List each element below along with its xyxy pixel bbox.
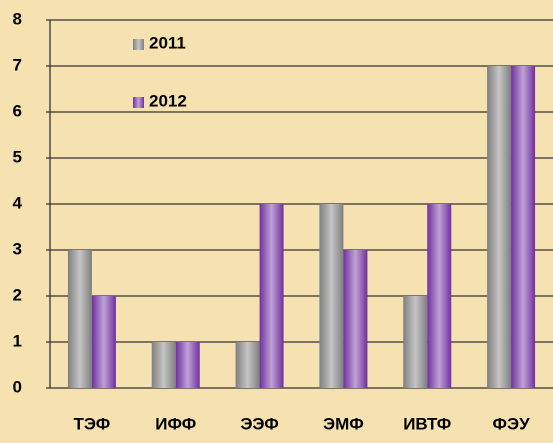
bar: [403, 296, 428, 388]
x-tick-label: ФЭУ: [492, 414, 530, 433]
bar: [259, 204, 284, 388]
y-tick-label: 3: [13, 239, 22, 258]
x-tick-label: ТЭФ: [74, 414, 111, 433]
legend-label: 2011: [149, 33, 186, 52]
legend-label: 2012: [149, 91, 187, 110]
y-tick-label: 5: [13, 147, 22, 166]
bar: [175, 342, 200, 388]
y-tick-label: 8: [13, 9, 22, 28]
legend-swatch: [133, 97, 144, 108]
bar: [343, 250, 368, 388]
x-tick-label: ЭМФ: [323, 414, 364, 433]
x-tick-label: ИВТФ: [403, 414, 451, 433]
bar: [151, 342, 176, 388]
bar: [319, 204, 344, 388]
bar: [67, 250, 92, 388]
y-tick-label: 6: [13, 101, 22, 120]
y-tick-label: 7: [13, 55, 22, 74]
bar: [427, 204, 452, 388]
bar: [487, 66, 512, 388]
legend-swatch: [133, 39, 144, 50]
x-tick-label: ЭЭФ: [240, 414, 278, 433]
bar: [91, 296, 116, 388]
bar: [235, 342, 260, 388]
bar: [511, 66, 536, 388]
x-tick-label: ИФФ: [155, 414, 196, 433]
y-tick-label: 2: [13, 285, 22, 304]
y-tick-label: 4: [13, 193, 23, 212]
y-tick-label: 0: [13, 377, 22, 396]
y-tick-label: 1: [13, 331, 22, 350]
